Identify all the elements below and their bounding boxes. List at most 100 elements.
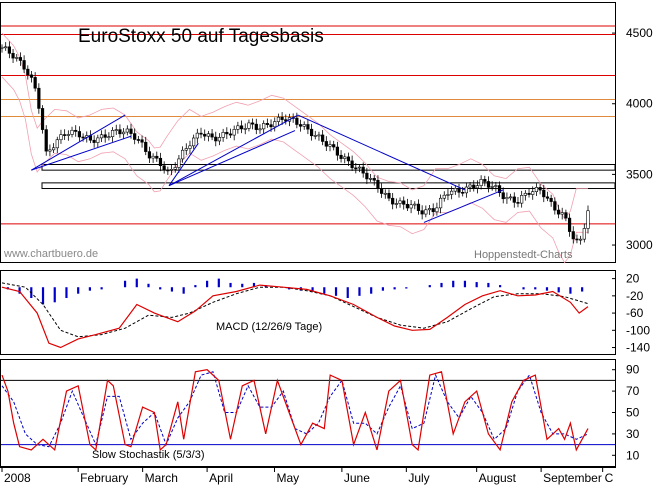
candle-body [442,194,446,199]
candle-body [394,203,398,205]
candle-body [217,137,222,142]
candle-body [313,135,317,137]
candle-body [490,186,494,188]
candle-body [110,129,115,138]
candle-body [461,192,465,194]
candle-body [501,192,505,200]
macd-line [1,284,589,349]
candle-body [416,203,421,211]
candle-body [420,210,424,215]
candle-body [225,131,229,135]
x-axis-label: March [145,471,178,485]
candle-body [343,156,347,159]
candle-body [383,192,387,195]
candle-body [361,166,365,174]
candle-body [368,178,373,180]
x-axis-label: July [408,471,429,485]
candle-body [335,146,339,156]
candle-body [228,133,233,136]
candle-body [398,200,402,204]
candle-body [269,124,273,128]
candle-body [247,122,251,129]
candle-body [321,134,325,142]
candle-body [575,238,579,241]
candle-body [475,185,480,189]
candle-body [483,179,487,182]
candle-body [236,125,240,130]
candle-body [346,156,351,162]
candle-body [512,196,516,203]
candle-body [188,145,192,149]
candle-body [542,189,546,198]
x-axis-label: April [209,471,233,485]
candle-body [59,134,63,141]
stochastic-axis-tick-label: 10 [626,448,640,462]
candle-body [306,124,310,130]
watermark-left: www.chartbuero.de [3,248,98,260]
stochastic-k-line [1,369,589,452]
x-axis-label: February [80,471,128,485]
candle-body [582,228,586,240]
candle-body [479,179,483,186]
candle-body [571,231,575,240]
candle-body [365,172,369,180]
candle-body [435,207,439,213]
candle-body [180,149,185,160]
candle-body [33,77,37,89]
macd-axis-tick-label: 20 [626,272,640,286]
candle-body [553,201,557,211]
candle-body [556,209,561,215]
macd-signal-line [1,282,589,338]
candle-body [317,134,321,137]
candle-body [114,129,118,131]
candle-body [295,117,299,125]
candle-body [328,144,332,147]
candle-body [309,128,314,137]
stochastic-d-line [1,371,589,448]
x-axis-label: 2008 [4,471,31,485]
candle-body [122,131,126,135]
candle-body [579,238,583,241]
macd-axis-tick-label: -60 [626,306,644,320]
candle-body [129,128,133,134]
candle-body [567,217,572,232]
candle-body [494,185,498,187]
candle-body [538,187,542,191]
candle-body [527,192,531,195]
candle-body [51,147,56,151]
price-panel: 3000 3500 4000 4500 [0,2,653,264]
candle-body [206,133,210,137]
candle-body [339,154,343,159]
price-axis-tick-label: 4500 [626,26,653,40]
candle-body [147,151,152,159]
candle-body [155,155,159,159]
candle-body [262,123,266,130]
candle-body [354,167,358,170]
x-axis-label: C [605,471,614,485]
candle-body [22,60,26,70]
macd-label: MACD (12/26/9 Tage) [216,321,322,333]
candle-body [357,166,362,169]
candle-body [125,128,129,133]
candle-body [221,131,225,138]
stochastic-axis-tick-label: 70 [626,384,640,398]
candle-body [560,212,564,215]
candle-body [302,124,306,127]
candle-body [424,209,428,215]
candle-body [413,203,417,206]
candle-body [427,208,432,211]
candle-body [173,167,177,170]
candle-body [203,133,207,137]
macd-axis-tick-label: -20 [626,289,644,303]
candle-body [586,210,590,229]
candle-body [192,137,196,147]
candle-body [166,169,170,172]
price-panel-frame [0,2,616,263]
candle-body [446,194,450,196]
candle-body [523,192,527,196]
macd-panel-frame [0,270,616,355]
candle-body [7,46,11,54]
candle-body [210,133,214,138]
stochastic-axis-tick-label: 90 [626,363,640,377]
